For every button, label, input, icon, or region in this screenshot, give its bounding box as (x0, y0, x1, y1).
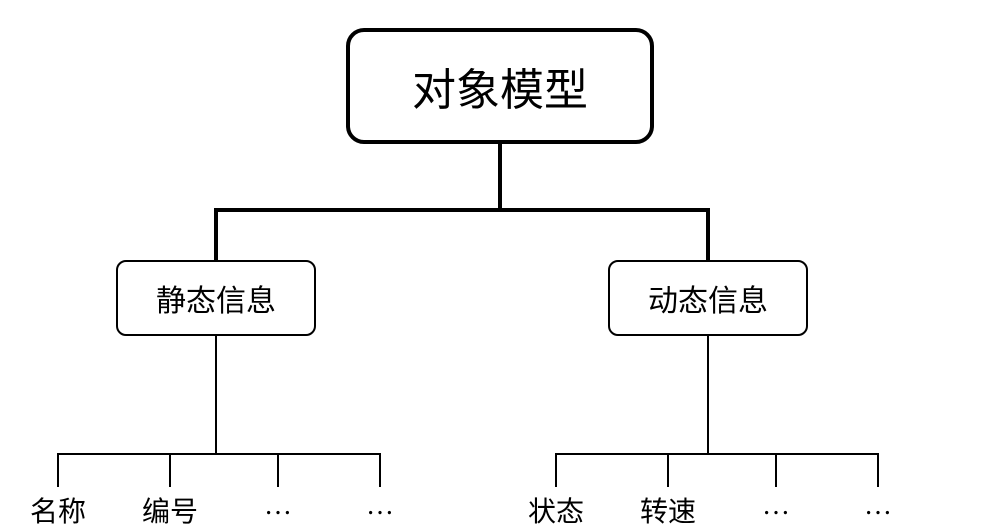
leaf-static-1: 编号 (120, 490, 220, 530)
mid-node-static: 静态信息 (116, 260, 316, 336)
leaf-static-0: 名称 (8, 490, 108, 530)
leaf-dynamic-0: 状态 (506, 490, 606, 530)
leaf-label: 名称 (30, 497, 86, 528)
diagram-canvas: 对象模型 静态信息 动态信息 名称 编号 … … 状态 转速 … … (0, 0, 1000, 529)
mid-node-dynamic: 动态信息 (608, 260, 808, 336)
leaf-label: … (264, 490, 292, 521)
root-node: 对象模型 (346, 28, 654, 144)
leaf-static-2: … (228, 490, 328, 522)
leaf-label: 转速 (640, 497, 696, 528)
leaf-label: … (366, 490, 394, 521)
mid-label-static: 静态信息 (156, 276, 276, 320)
root-label: 对象模型 (412, 54, 588, 118)
leaf-dynamic-1: 转速 (618, 490, 718, 530)
leaf-dynamic-2: … (726, 490, 826, 522)
leaf-label: … (864, 490, 892, 521)
leaf-dynamic-3: … (828, 490, 928, 522)
mid-label-dynamic: 动态信息 (648, 276, 768, 320)
leaf-label: 编号 (142, 497, 198, 528)
leaf-label: … (762, 490, 790, 521)
leaf-label: 状态 (528, 497, 584, 528)
leaf-static-3: … (330, 490, 430, 522)
